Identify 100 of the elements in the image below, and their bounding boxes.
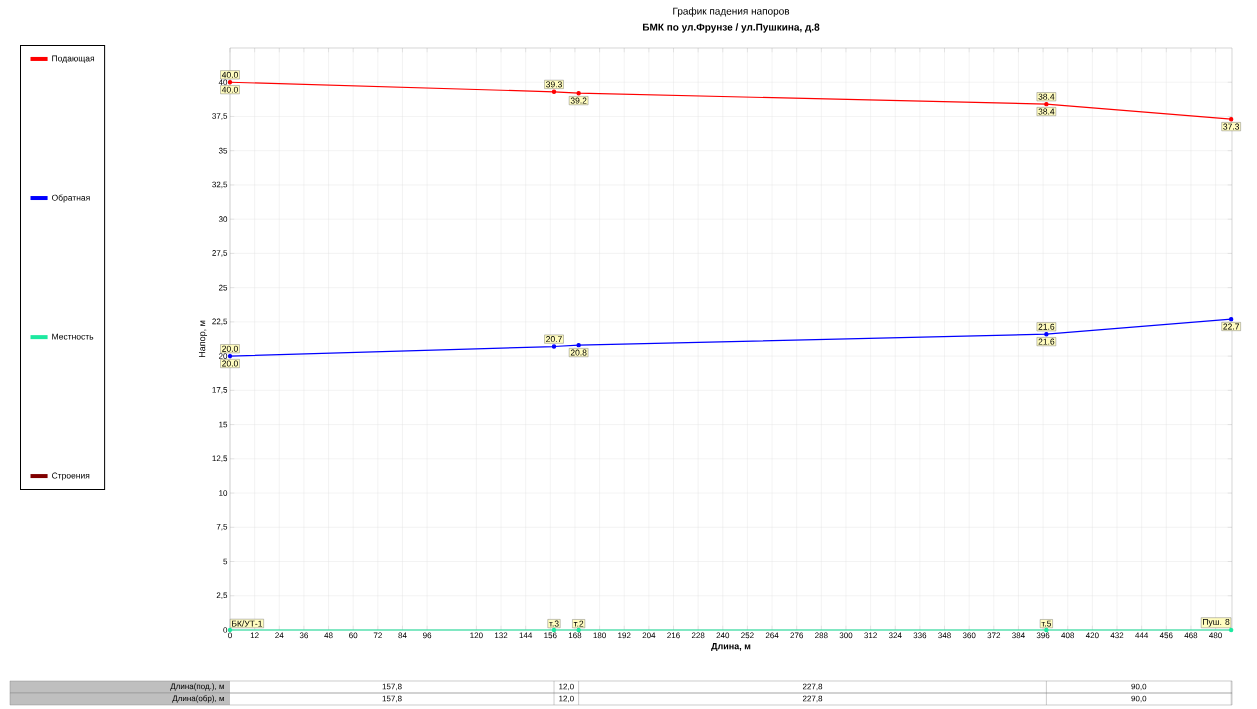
text: 12,0 [559,695,574,703]
x-tick-label: 384 [1012,632,1025,639]
text: 90,0 [1131,695,1147,703]
x-tick-label: 432 [1110,632,1124,639]
y-tick-label: 17,5 [212,387,228,394]
x-tick-label: 72 [373,632,382,639]
x-tick-label: 84 [398,632,407,639]
y-tick-label: 20 [218,353,228,359]
x-tick-label: 12 [250,632,259,639]
annotation: Пуш. 8 [1203,618,1230,627]
x-tick-label: 228 [691,632,705,639]
text: 90,0 [1131,683,1147,691]
data-label: 21.6 [1038,323,1055,330]
x-tick-label: 204 [642,632,656,639]
x-tick-label: 192 [618,632,631,639]
x-tick-label: 468 [1184,632,1198,639]
x-axis-title: Длина, м [711,643,751,652]
legend-label: Строения [52,472,90,481]
x-tick-label: 120 [470,632,483,639]
data-label: 20.0 [222,345,238,352]
data-label: 22.7 [1223,323,1240,330]
annotation: т.3 [549,620,559,627]
data-label: 20.7 [546,336,562,343]
data-label: 40.0 [221,71,238,78]
x-tick-label: 276 [790,632,804,639]
point [551,344,557,349]
x-tick-label: 348 [938,632,951,639]
y-tick-label: 0 [223,627,228,633]
x-tick-label: 456 [1159,632,1173,639]
x-tick-label: 144 [519,632,533,639]
x-tick-label: 132 [494,632,508,639]
point [1044,332,1049,337]
annotation: 38.4 [1038,108,1055,115]
x-tick-label: 168 [568,632,582,639]
x-tick-label: 36 [299,632,309,639]
annotation: 20.0 [222,360,238,367]
text: Длина(обр), м [172,695,224,703]
text: 12,0 [559,683,574,691]
point [1228,316,1234,322]
y-tick-label: 27,5 [212,250,228,257]
data-label: 39.2 [570,97,587,104]
text: 157,8 [382,695,402,703]
y-tick-label: 22,5 [212,318,228,326]
y-tick-label: 32,5 [212,181,228,189]
x-tick-label: 372 [987,632,1001,639]
x-tick-label: 48 [324,632,333,639]
annotation: т.2 [573,620,584,627]
annotation: т.5 [1041,620,1052,627]
y-tick-label: 35 [218,147,228,154]
y-tick-label: 15 [219,421,228,428]
annotation: БК/УТ-1 [232,620,263,627]
x-tick-label: 60 [349,632,358,639]
text: 157,8 [382,683,402,691]
y-tick-label: 12,5 [212,455,228,463]
data-label: 38.4 [1038,93,1055,100]
point [1228,117,1234,122]
point [551,89,557,95]
y-axis-title: Напор, м [198,320,208,358]
chart-subtitle: БМК по ул.Фрунзе / ул.Пушкина, д.8 [643,23,820,33]
x-tick-label: 324 [888,632,902,639]
x-tick-label: 288 [815,632,828,639]
x-tick-label: 396 [1036,632,1050,639]
y-tick-label: 10 [219,490,228,496]
text: 227,8 [802,695,823,703]
x-tick-label: 480 [1209,632,1222,639]
x-tick-label: 252 [741,632,754,639]
y-tick-label: 40 [218,79,228,86]
x-tick-label: 24 [275,632,284,639]
x-tick-label: 180 [593,632,606,639]
x-tick-label: 216 [667,632,680,639]
x-tick-label: 408 [1061,632,1075,639]
chart-title: График падения напоров [673,7,790,17]
y-tick-label: 2,5 [216,592,228,600]
text: Длина(под.), м [170,683,224,691]
point [227,353,233,359]
y-tick-label: 7,5 [216,524,228,531]
x-tick-label: 420 [1085,632,1099,639]
annotation: 40.0 [221,86,238,93]
data-label: 39.3 [546,81,562,88]
y-tick-label: 30 [218,216,228,222]
x-tick-label: 300 [839,632,853,639]
data-label: 20.8 [570,349,587,356]
x-tick-label: 264 [765,632,779,639]
data-label: 37.3 [1223,123,1240,130]
x-tick-label: 444 [1135,632,1149,639]
y-tick-label: 37,5 [212,113,228,120]
legend-label: Обратная [51,194,90,203]
annotation: 21.6 [1038,338,1055,345]
point [1044,101,1049,107]
legend-label: Подающая [52,55,95,64]
x-tick-label: 312 [864,632,877,639]
x-tick-label: 96 [423,632,432,639]
point [576,90,581,96]
y-tick-label: 25 [218,284,228,291]
x-tick-label: 156 [544,632,557,639]
x-tick-label: 240 [716,632,730,639]
x-tick-label: 360 [962,632,976,639]
text: 227,8 [802,683,823,691]
point [576,342,581,348]
legend-label: Местность [52,333,94,340]
